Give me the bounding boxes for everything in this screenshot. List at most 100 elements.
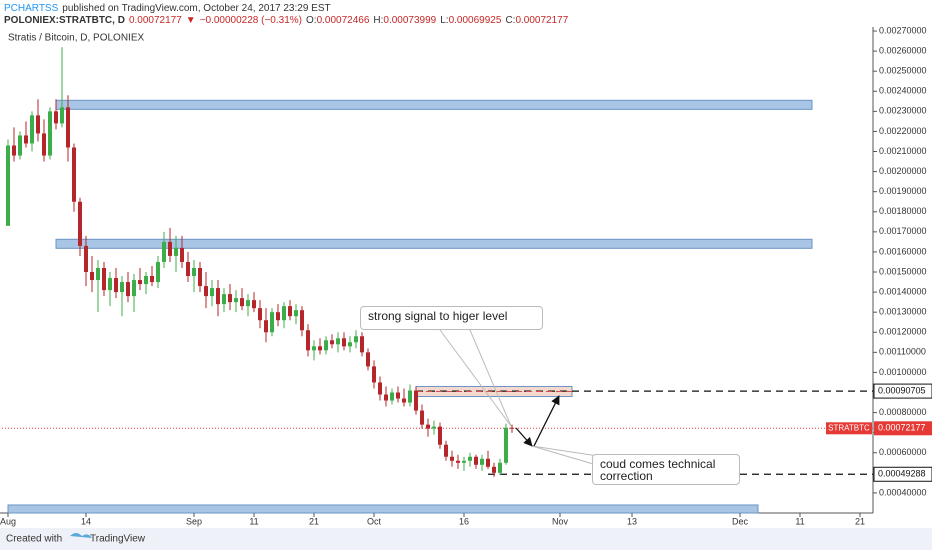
candle-body [276,312,280,321]
candle-body [360,336,364,353]
last-price-box [874,421,932,436]
y-tick-label: 0.00240000 [879,86,927,96]
candle-body [366,352,370,367]
y-tick-label: 0.00060000 [879,447,927,457]
candle-body [132,280,136,297]
y-tick-label: 0.00230000 [879,106,927,116]
ohlc-label: L: [440,15,448,26]
direction: ▼ [186,15,196,26]
candle-body [30,115,34,144]
x-tick-label: 16 [459,516,469,526]
candle-body [168,241,172,256]
candle-body [504,427,508,463]
candle-body [384,394,388,401]
candle-body [252,300,256,309]
candle-body [480,458,484,465]
annotation: strong signal to higer level [360,306,543,330]
y-tick-label: 0.00130000 [879,307,927,317]
change: −0.00000228 (−0.31%) [200,15,302,26]
candle-body [426,424,430,429]
ohlc-value: 0.00073999 [383,15,436,26]
y-tick-label: 0.00170000 [879,226,927,236]
candle-body [84,245,88,273]
y-tick-label: 0.00110000 [879,347,926,357]
x-tick-label: 13 [627,516,637,526]
candle-body [186,261,190,277]
callout [439,329,512,427]
candle-body [468,456,472,461]
chart-title: Stratis / Bitcoin, D, POLONIEX [8,33,144,44]
level-box [873,383,932,399]
x-tick-label: 21 [855,516,865,526]
candle-body [114,278,118,293]
candle-body [432,426,436,429]
candle-body [234,298,238,303]
x-tick-label: 14 [81,516,91,526]
y-tick-label: 0.00270000 [879,25,927,35]
candle-body [54,111,58,124]
candle-body [510,427,514,429]
candle-body [420,410,424,425]
x-tick-label: Aug [0,516,16,526]
candle-body [402,398,406,403]
header-line1: PCHARTSS published on TradingView.com, Oc… [4,3,331,14]
arrow [533,395,560,447]
x-tick-label: 11 [249,516,258,526]
candle-body [12,145,16,156]
level-box [873,466,932,482]
candle-body [354,336,358,343]
candle-body [120,282,124,293]
candle-body [60,107,64,124]
candle-body [42,133,46,156]
candle-body [204,286,208,297]
y-tick-label: 0.00040000 [879,487,927,497]
candle-body [342,338,346,347]
y-tick-label: 0.00260000 [879,45,927,55]
y-tick-label: 0.00150000 [879,266,927,276]
candle-body [192,267,196,277]
candle-body [102,267,106,291]
candle-body [66,107,70,148]
candle-body [222,294,226,305]
ohlc-label: H: [373,15,383,26]
candle-body [126,282,130,297]
candle-body [216,288,220,305]
candle-body [228,294,232,303]
zone [55,238,813,249]
x-tick-label: 21 [309,516,319,526]
candle-body [210,288,214,297]
candle-body [498,462,502,473]
y-tick-label: 0.00100000 [879,367,927,377]
candle-body [312,346,316,351]
candle-body [108,278,112,291]
candle-body [174,247,178,256]
y-tick-label: 0.00080000 [879,407,927,417]
candle-body [48,111,52,156]
candle-body [90,272,94,281]
y-tick-label: 0.00190000 [879,186,927,196]
last-price-label: 0.00072177 [878,423,926,433]
y-tick-label: 0.00200000 [879,166,927,176]
candle-body [36,115,40,134]
candle-body [258,308,262,321]
candle-body [198,267,202,287]
candle-body [72,147,76,202]
candle-body [492,466,496,473]
y-tick-label: 0.00140000 [879,286,927,296]
candle-body [144,276,148,285]
ohlc-label: O: [306,15,317,26]
candle-body [264,320,268,333]
footer-bar [0,528,932,550]
candle-body [318,346,322,351]
candle-body [156,261,160,283]
candle-body [378,382,382,395]
candle-body [336,338,340,345]
candle-body [444,444,448,457]
ohlc-value: 0.00072177 [515,15,568,26]
callout [531,445,601,467]
candle-body [324,340,328,351]
x-tick-label: Nov [552,516,569,526]
last-price-name: STRATBTC [828,423,870,432]
y-tick-label: 0.00180000 [879,206,927,216]
